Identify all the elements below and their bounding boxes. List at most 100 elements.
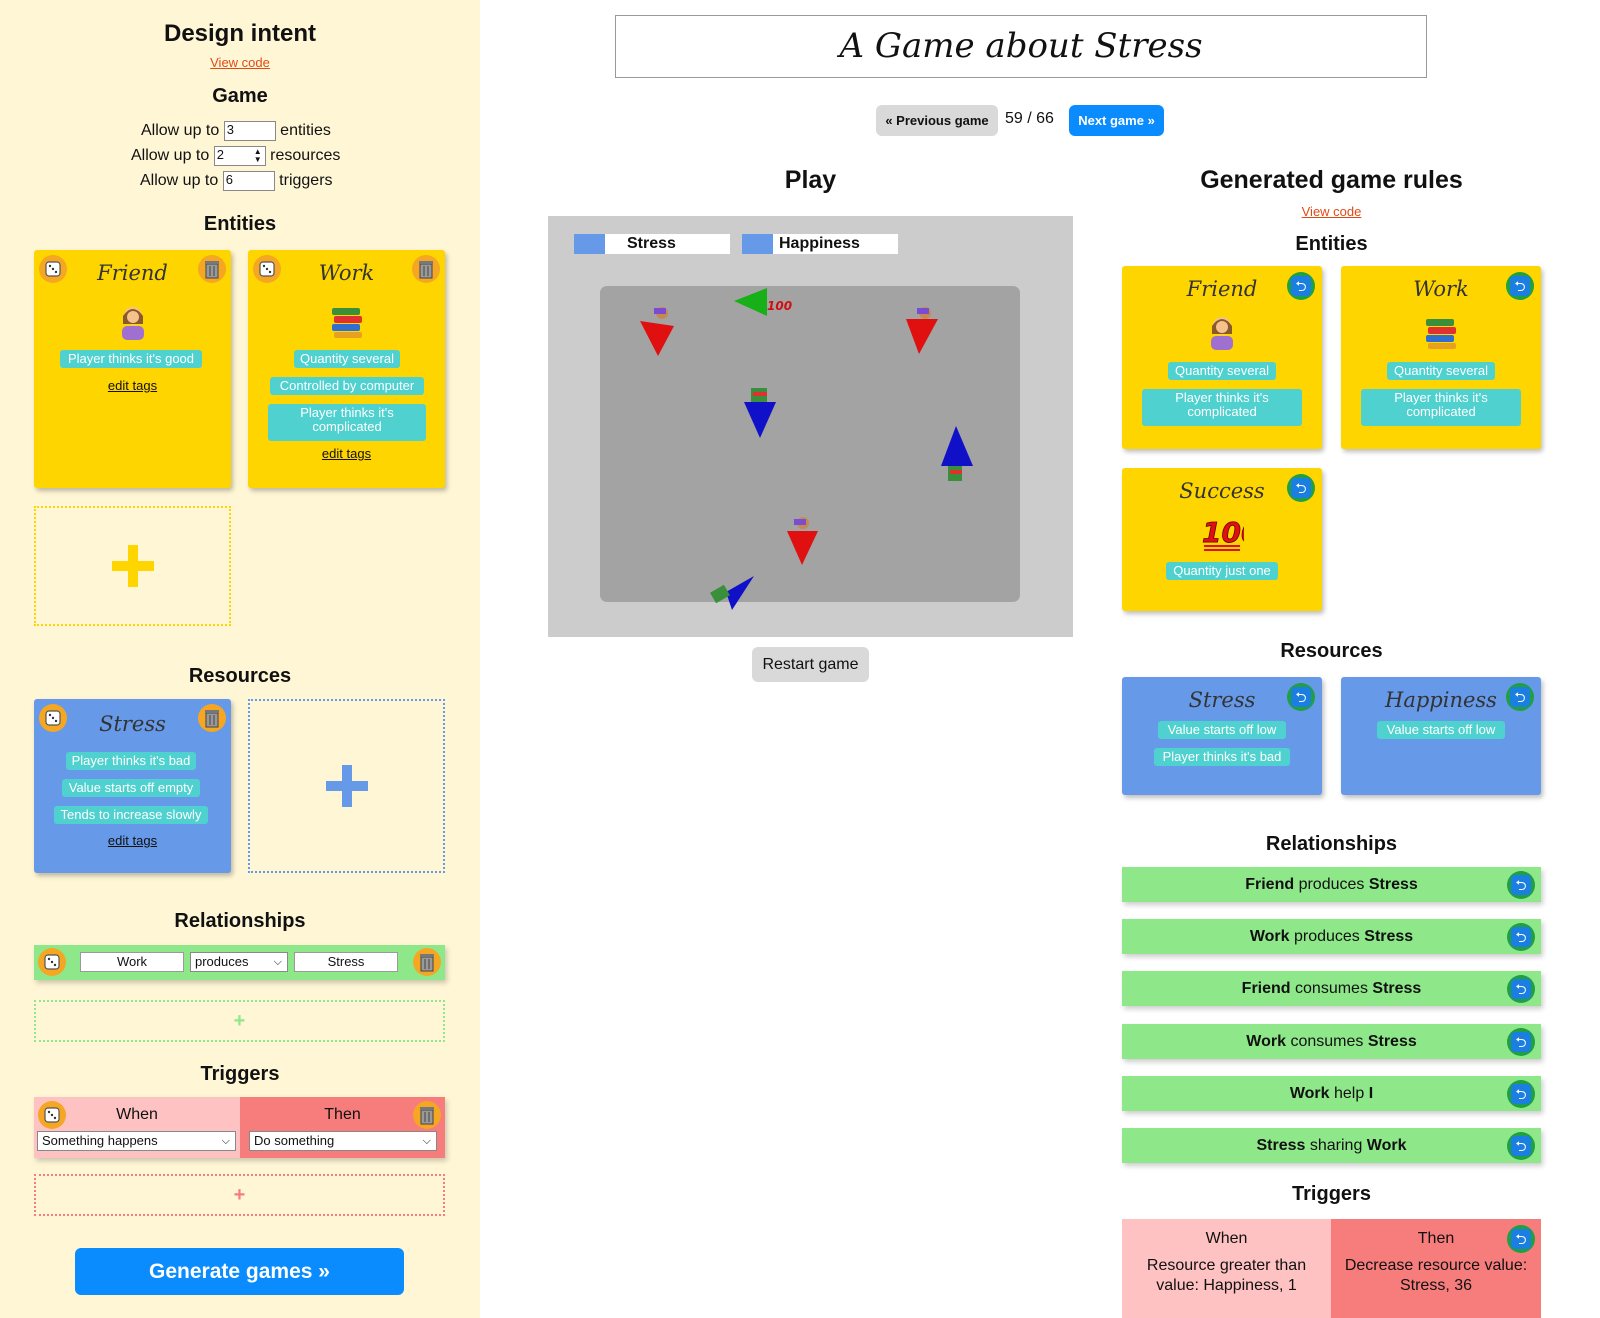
dice-icon[interactable]: [253, 255, 281, 283]
woman-tipping-hand-icon: [1122, 312, 1322, 360]
dice-icon[interactable]: [39, 704, 67, 732]
tag[interactable]: Quantity just one: [1166, 562, 1278, 580]
rule-trigger-then: Then ⮌ Decrease resource value: Stress, …: [1331, 1219, 1541, 1318]
game-counter: 59 / 66: [1005, 110, 1054, 127]
relationships-heading: Relationships: [174, 910, 306, 932]
dice-icon[interactable]: [38, 948, 66, 976]
rule-relationship-row: Work produces Stress ⮌: [1122, 919, 1541, 954]
panel-title: Design intent: [163, 20, 316, 47]
revert-icon[interactable]: ⮌: [1507, 975, 1535, 1003]
revert-icon[interactable]: ⮌: [1507, 1028, 1535, 1056]
revert-icon[interactable]: ⮌: [1287, 683, 1315, 711]
add-entity-button[interactable]: [34, 506, 231, 626]
tag[interactable]: Controlled by computer: [270, 377, 424, 395]
revert-icon[interactable]: ⮌: [1507, 1225, 1535, 1253]
dice-icon[interactable]: [39, 255, 67, 283]
edit-tags-link[interactable]: edit tags: [321, 446, 372, 461]
tag[interactable]: Quantity several: [1168, 362, 1276, 380]
entities-limit-input[interactable]: 3: [223, 121, 276, 141]
entities-heading: Entities: [203, 213, 277, 235]
tag[interactable]: Player thinks it's bad: [66, 752, 196, 770]
tag[interactable]: Player thinks it's good: [60, 350, 202, 368]
edit-tags-link[interactable]: edit tags: [107, 378, 158, 393]
work-sprite: [941, 426, 973, 481]
resources-limit-row: Allow up to 2 ▲ ▼ resources: [131, 146, 341, 166]
add-trigger-button[interactable]: +: [34, 1174, 445, 1216]
trash-icon[interactable]: [413, 948, 441, 976]
revert-icon[interactable]: ⮌: [1507, 871, 1535, 899]
next-game-button[interactable]: Next game »: [1069, 105, 1164, 136]
resource-name: Happiness: [1385, 688, 1497, 712]
friend-sprite: [906, 307, 938, 354]
revert-icon[interactable]: ⮌: [1507, 923, 1535, 951]
when-label: When: [1205, 1230, 1248, 1247]
rules-resources-heading: Resources: [1280, 640, 1383, 662]
entity-card-friend: Friend Player thinks it's good edit tags: [34, 250, 231, 488]
tag[interactable]: Value starts off empty: [62, 779, 200, 797]
when-condition: Resource greater than value: Happiness, …: [1146, 1257, 1307, 1294]
rule-relationship-row: Stress sharing Work ⮌: [1122, 1128, 1541, 1163]
tag[interactable]: Value starts off low: [1377, 721, 1505, 739]
work-sprite: [710, 576, 754, 610]
previous-game-button[interactable]: « Previous game: [876, 105, 998, 136]
stepper-arrows-icon[interactable]: ▲ ▼: [253, 147, 262, 164]
relationship-verb-select[interactable]: produces ⌵: [190, 952, 288, 972]
rule-entity-card-friend: Friend ⮌ Quantity several Player thinks …: [1122, 266, 1322, 449]
trigger-then-panel: Then Do something ⌵: [240, 1097, 445, 1158]
tag[interactable]: Player thinks it's complicated: [268, 404, 426, 441]
trigger-when-panel: When Something happens ⌵: [34, 1097, 240, 1158]
resource-name: Stress: [1188, 688, 1256, 712]
trigger-when-select[interactable]: Something happens ⌵: [37, 1131, 236, 1151]
chevron-down-icon: ⌵: [273, 956, 282, 968]
tag[interactable]: Value starts off low: [1158, 721, 1286, 739]
rule-relationship-row: Friend consumes Stress ⮌: [1122, 971, 1541, 1006]
relationship-object-input[interactable]: Stress: [294, 952, 398, 972]
tag[interactable]: Player thinks it's bad: [1154, 748, 1290, 766]
tag[interactable]: Quantity several: [294, 350, 400, 368]
edit-tags-link[interactable]: edit tags: [107, 833, 158, 848]
revert-icon[interactable]: ⮌: [1287, 272, 1315, 300]
generate-games-button[interactable]: Generate games »: [75, 1248, 404, 1295]
relationship-subject-input[interactable]: Work: [80, 952, 184, 972]
view-code-link[interactable]: View code: [210, 55, 270, 70]
revert-icon[interactable]: ⮌: [1506, 272, 1534, 300]
stress-meter-fill: [574, 234, 606, 254]
plus-icon: [111, 545, 154, 587]
triggers-limit-input[interactable]: 6: [222, 171, 275, 191]
tag[interactable]: Quantity several: [1387, 362, 1495, 380]
revert-icon[interactable]: ⮌: [1506, 683, 1534, 711]
game-canvas[interactable]: Stress Happiness 100: [548, 216, 1073, 637]
books-icon: [1341, 315, 1541, 359]
game-heading: Game: [212, 85, 268, 107]
chevron-down-icon: ⌵: [221, 1135, 230, 1147]
add-resource-button[interactable]: [248, 699, 445, 873]
trigger-then-select[interactable]: Do something ⌵: [249, 1131, 437, 1151]
chevron-down-icon: ⌵: [422, 1135, 431, 1147]
rule-resource-card-happiness: Happiness ⮌ Value starts off low: [1341, 677, 1541, 795]
resources-limit-stepper[interactable]: 2 ▲ ▼: [213, 146, 266, 166]
restart-game-button[interactable]: Restart game: [752, 647, 869, 682]
dice-icon[interactable]: [38, 1101, 66, 1129]
trash-icon[interactable]: [413, 1101, 441, 1129]
relationship-row: Work produces ⌵ Stress: [34, 945, 445, 980]
game-sprites: 100: [640, 288, 973, 610]
tag[interactable]: Tends to increase slowly: [54, 806, 208, 824]
revert-icon[interactable]: ⮌: [1507, 1080, 1535, 1108]
add-relationship-button[interactable]: +: [34, 1000, 445, 1042]
play-heading: Play: [784, 166, 837, 194]
rules-view-code-link[interactable]: View code: [1301, 204, 1362, 219]
rule-relationship-row: Work consumes Stress ⮌: [1122, 1024, 1541, 1059]
resource-name: Stress: [99, 712, 166, 736]
stress-meter-label: Stress: [627, 235, 676, 252]
resource-card-stress: Stress Player thinks it's bad Value star…: [34, 699, 231, 873]
trash-icon[interactable]: [198, 704, 226, 732]
trash-icon[interactable]: [198, 255, 226, 283]
revert-icon[interactable]: ⮌: [1507, 1132, 1535, 1160]
tag[interactable]: Player thinks it's complicated: [1361, 389, 1521, 426]
friend-sprite: [640, 307, 674, 356]
trash-icon[interactable]: [412, 255, 440, 283]
then-label: Then: [1417, 1230, 1455, 1247]
entity-name: Work: [1413, 277, 1469, 301]
revert-icon[interactable]: ⮌: [1287, 474, 1315, 502]
tag[interactable]: Player thinks it's complicated: [1142, 389, 1302, 426]
